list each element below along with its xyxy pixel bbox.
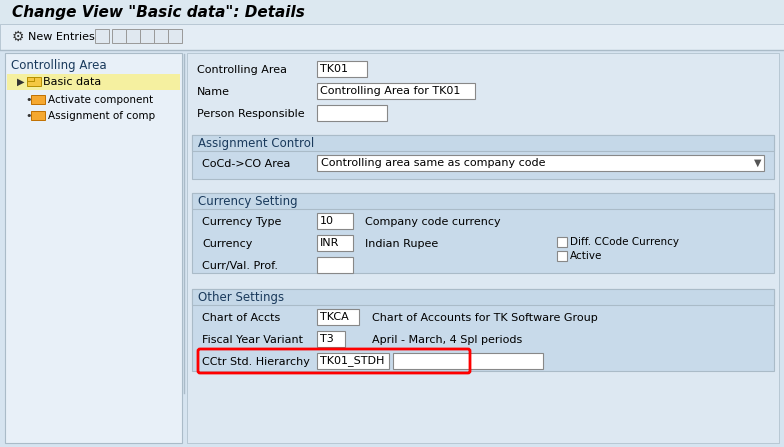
Text: Person Responsible: Person Responsible	[197, 109, 305, 119]
Text: Controlling area same as company code: Controlling area same as company code	[321, 158, 546, 168]
Bar	[95, 29, 109, 43]
Text: •: •	[25, 95, 31, 105]
Text: Currency: Currency	[202, 239, 252, 249]
Text: Assignment of comp: Assignment of comp	[48, 111, 155, 121]
Bar	[317, 61, 367, 77]
Text: Other Settings: Other Settings	[198, 291, 284, 304]
Bar	[317, 213, 353, 229]
Text: ▼: ▼	[754, 158, 761, 168]
Text: Chart of Accounts for TK Software Group: Chart of Accounts for TK Software Group	[372, 313, 597, 323]
Bar	[112, 29, 126, 43]
Text: TKCA: TKCA	[320, 312, 349, 322]
Text: TK01_STDH: TK01_STDH	[320, 355, 384, 367]
Bar	[393, 353, 543, 369]
Bar	[317, 83, 475, 99]
Text: Chart of Accts: Chart of Accts	[202, 313, 280, 323]
Text: Basic data: Basic data	[43, 77, 101, 87]
Bar	[27, 77, 34, 81]
Bar	[140, 29, 154, 43]
Text: CoCd->CO Area: CoCd->CO Area	[202, 159, 290, 169]
Bar	[317, 353, 389, 369]
Bar	[192, 193, 774, 273]
Bar	[557, 237, 567, 247]
Text: Indian Rupee: Indian Rupee	[365, 239, 438, 249]
Bar	[317, 309, 359, 325]
Bar	[0, 0, 784, 24]
Bar	[317, 235, 353, 251]
Bar	[317, 155, 764, 171]
Text: Name: Name	[197, 87, 230, 97]
Text: Company code currency: Company code currency	[365, 217, 501, 227]
Bar	[317, 257, 353, 273]
Bar	[187, 53, 779, 443]
Bar	[168, 29, 182, 43]
Bar	[7, 74, 180, 90]
Text: Change View "Basic data": Details: Change View "Basic data": Details	[12, 4, 305, 20]
Text: Controlling Area: Controlling Area	[11, 59, 107, 72]
Bar	[31, 95, 45, 104]
Bar	[154, 29, 168, 43]
Text: TK01: TK01	[320, 64, 348, 74]
Text: Currency Setting: Currency Setting	[198, 194, 298, 207]
Text: ▶: ▶	[17, 77, 24, 87]
Text: •: •	[25, 111, 31, 121]
Bar	[317, 105, 387, 121]
Bar	[557, 251, 567, 261]
Text: 10: 10	[320, 216, 334, 226]
Bar	[31, 111, 45, 120]
Text: Fiscal Year Variant: Fiscal Year Variant	[202, 335, 303, 345]
Bar	[192, 135, 774, 151]
Bar	[192, 193, 774, 209]
Bar	[27, 77, 41, 86]
Text: April - March, 4 Spl periods: April - March, 4 Spl periods	[372, 335, 522, 345]
Text: Currency Type: Currency Type	[202, 217, 281, 227]
Text: Active: Active	[570, 251, 602, 261]
Text: Controlling Area: Controlling Area	[197, 65, 287, 75]
Text: Controlling Area for TK01: Controlling Area for TK01	[320, 86, 460, 96]
Text: Activate component: Activate component	[48, 95, 153, 105]
Bar	[126, 29, 140, 43]
Bar	[5, 53, 182, 443]
Bar	[192, 289, 774, 305]
Text: New Entries: New Entries	[28, 32, 95, 42]
Bar	[192, 289, 774, 371]
Bar	[192, 135, 774, 179]
Text: CCtr Std. Hierarchy: CCtr Std. Hierarchy	[202, 357, 310, 367]
Text: Curr/Val. Prof.: Curr/Val. Prof.	[202, 261, 278, 271]
Bar	[317, 331, 345, 347]
Bar	[0, 24, 784, 50]
Text: INR: INR	[320, 238, 339, 248]
Text: Diff. CCode Currency: Diff. CCode Currency	[570, 237, 679, 247]
Text: Assignment Control: Assignment Control	[198, 136, 314, 149]
Text: ⚙: ⚙	[12, 30, 24, 44]
Text: T3: T3	[320, 334, 334, 344]
